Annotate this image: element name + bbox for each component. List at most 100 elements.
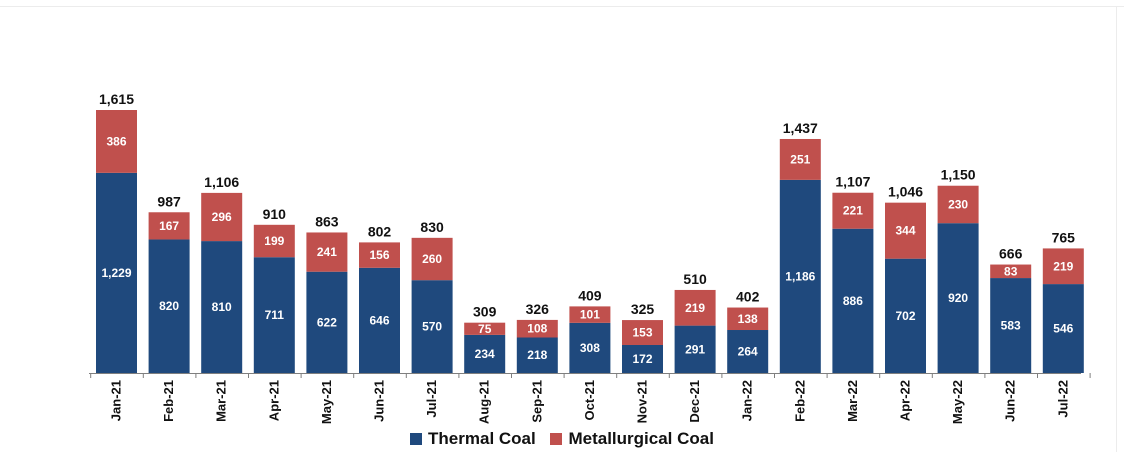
label-metallurgical-apr-21: 199: [264, 234, 284, 248]
label-total-jan-22: 402: [736, 289, 760, 305]
label-thermal-jul-22: 546: [1053, 322, 1073, 336]
bar-thermal-jul-22: [1042, 284, 1084, 373]
label-metallurgical-mar-22: 221: [843, 204, 863, 218]
label-total-feb-22: 1,437: [783, 120, 818, 136]
label-thermal-jan-22: 264: [738, 345, 758, 359]
label-thermal-mar-22: 886: [843, 294, 863, 308]
label-total-dec-21: 510: [683, 271, 707, 287]
bar-metallurgical-sep-21: [516, 319, 558, 338]
label-metallurgical-jun-22: 83: [1004, 264, 1018, 278]
label-thermal-aug-21: 234: [475, 347, 495, 361]
label-total-jun-22: 666: [999, 246, 1023, 262]
frame-top-border: [0, 6, 1124, 7]
label-metallurgical-jun-21: 156: [369, 248, 389, 262]
x-tick-label-nov-21: Nov-21: [635, 380, 650, 423]
bar-metallurgical-jul-21: [411, 237, 453, 281]
bar-metallurgical-may-21: [306, 232, 348, 272]
frame-right-border: [1116, 6, 1117, 452]
label-total-apr-21: 910: [263, 206, 287, 222]
x-tick-label-may-22: May-22: [950, 380, 965, 424]
bar-thermal-sep-21: [516, 337, 558, 373]
bar-metallurgical-nov-21: [622, 320, 663, 345]
label-thermal-sep-21: 218: [527, 348, 547, 362]
label-metallurgical-dec-21: 219: [685, 301, 705, 315]
x-tick-label-aug-21: Aug-21: [477, 380, 492, 424]
bar-metallurgical-aug-21: [464, 322, 506, 335]
bar-thermal-jul-21: [411, 280, 453, 373]
bar-thermal-apr-21: [253, 257, 295, 373]
bar-metallurgical-jun-22: [990, 264, 1032, 279]
label-thermal-jun-21: 646: [369, 313, 389, 327]
label-metallurgical-jul-21: 260: [422, 252, 442, 266]
bar-thermal-dec-21: [674, 325, 716, 373]
bar-thermal-oct-21: [569, 322, 611, 373]
label-thermal-apr-21: 711: [265, 308, 285, 322]
label-total-may-22: 1,150: [941, 167, 976, 183]
label-total-apr-22: 1,046: [888, 184, 923, 200]
label-metallurgical-may-22: 230: [948, 197, 968, 211]
bar-metallurgical-dec-21: [674, 289, 716, 326]
label-total-oct-21: 409: [578, 287, 602, 303]
label-metallurgical-oct-21: 101: [580, 308, 600, 322]
bar-metallurgical-apr-22: [885, 202, 926, 259]
label-metallurgical-jul-22: 219: [1053, 259, 1073, 273]
label-thermal-mar-21: 810: [212, 300, 232, 314]
bar-metallurgical-jan-21: [96, 110, 137, 173]
bar-thermal-jun-21: [359, 267, 400, 373]
label-thermal-jul-21: 570: [422, 320, 442, 334]
x-tick-label-jun-21: Jun-21: [372, 380, 387, 422]
label-total-aug-21: 309: [473, 304, 497, 320]
bar-metallurgical-oct-21: [569, 306, 611, 323]
label-metallurgical-mar-21: 296: [212, 210, 232, 224]
bar-thermal-feb-22: [779, 179, 821, 373]
label-thermal-feb-21: 820: [159, 299, 179, 313]
x-tick-label-mar-21: Mar-21: [214, 380, 229, 422]
bar-metallurgical-feb-21: [148, 212, 190, 240]
label-thermal-may-21: 622: [317, 315, 337, 329]
legend-item-metallurgical: Metallurgical Coal: [550, 429, 714, 449]
x-tick-label-mar-22: Mar-22: [845, 380, 860, 422]
label-thermal-feb-22: 1,186: [785, 269, 815, 283]
label-thermal-oct-21: 308: [580, 341, 600, 355]
label-metallurgical-apr-22: 344: [895, 224, 915, 238]
label-metallurgical-may-21: 241: [317, 245, 337, 259]
label-metallurgical-jan-21: 386: [106, 134, 126, 148]
x-tick-label-jan-22: Jan-22: [740, 380, 755, 421]
x-tick-label-jun-22: Jun-22: [1003, 380, 1018, 422]
bar-thermal-feb-21: [148, 239, 190, 373]
legend-swatch-metallurgical: [550, 433, 563, 445]
label-metallurgical-aug-21: 75: [478, 322, 492, 336]
x-tick-label-dec-21: Dec-21: [687, 380, 702, 423]
bar-metallurgical-mar-22: [832, 192, 874, 229]
bar-thermal-may-21: [306, 271, 348, 373]
label-total-feb-21: 987: [157, 193, 181, 209]
legend-swatch-thermal: [410, 433, 423, 445]
bar-thermal-nov-21: [622, 344, 663, 373]
x-tick-label-jul-22: Jul-22: [1055, 380, 1070, 418]
legend-label-thermal: Thermal Coal: [428, 429, 536, 448]
label-total-may-21: 863: [315, 213, 339, 229]
label-metallurgical-sep-21: 108: [527, 322, 547, 336]
label-thermal-dec-21: 291: [685, 342, 705, 356]
x-tick-label-apr-21: Apr-21: [266, 380, 281, 421]
bar-metallurgical-jul-22: [1042, 248, 1084, 285]
label-thermal-apr-22: 702: [895, 309, 915, 323]
x-tick-label-jan-21: Jan-21: [109, 380, 124, 421]
label-thermal-jan-21: 1,229: [101, 266, 131, 280]
bar-thermal-apr-22: [885, 258, 926, 373]
legend-item-thermal: Thermal Coal: [410, 429, 536, 449]
label-total-mar-21: 1,106: [204, 174, 239, 190]
x-tick-label-jul-21: Jul-21: [424, 380, 439, 418]
bar-metallurgical-may-22: [937, 185, 979, 224]
x-tick-label-feb-21: Feb-21: [161, 380, 176, 422]
label-metallurgical-feb-21: 167: [159, 219, 179, 233]
bar-thermal-jan-22: [727, 330, 769, 373]
bar-metallurgical-mar-21: [201, 192, 243, 242]
bar-thermal-may-22: [937, 223, 979, 373]
bar-metallurgical-feb-22: [779, 138, 821, 180]
label-thermal-jun-22: 583: [1001, 319, 1021, 333]
legend-label-metallurgical: Metallurgical Coal: [568, 429, 714, 448]
label-metallurgical-nov-21: 153: [632, 326, 652, 340]
label-total-jan-21: 1,615: [99, 91, 134, 107]
